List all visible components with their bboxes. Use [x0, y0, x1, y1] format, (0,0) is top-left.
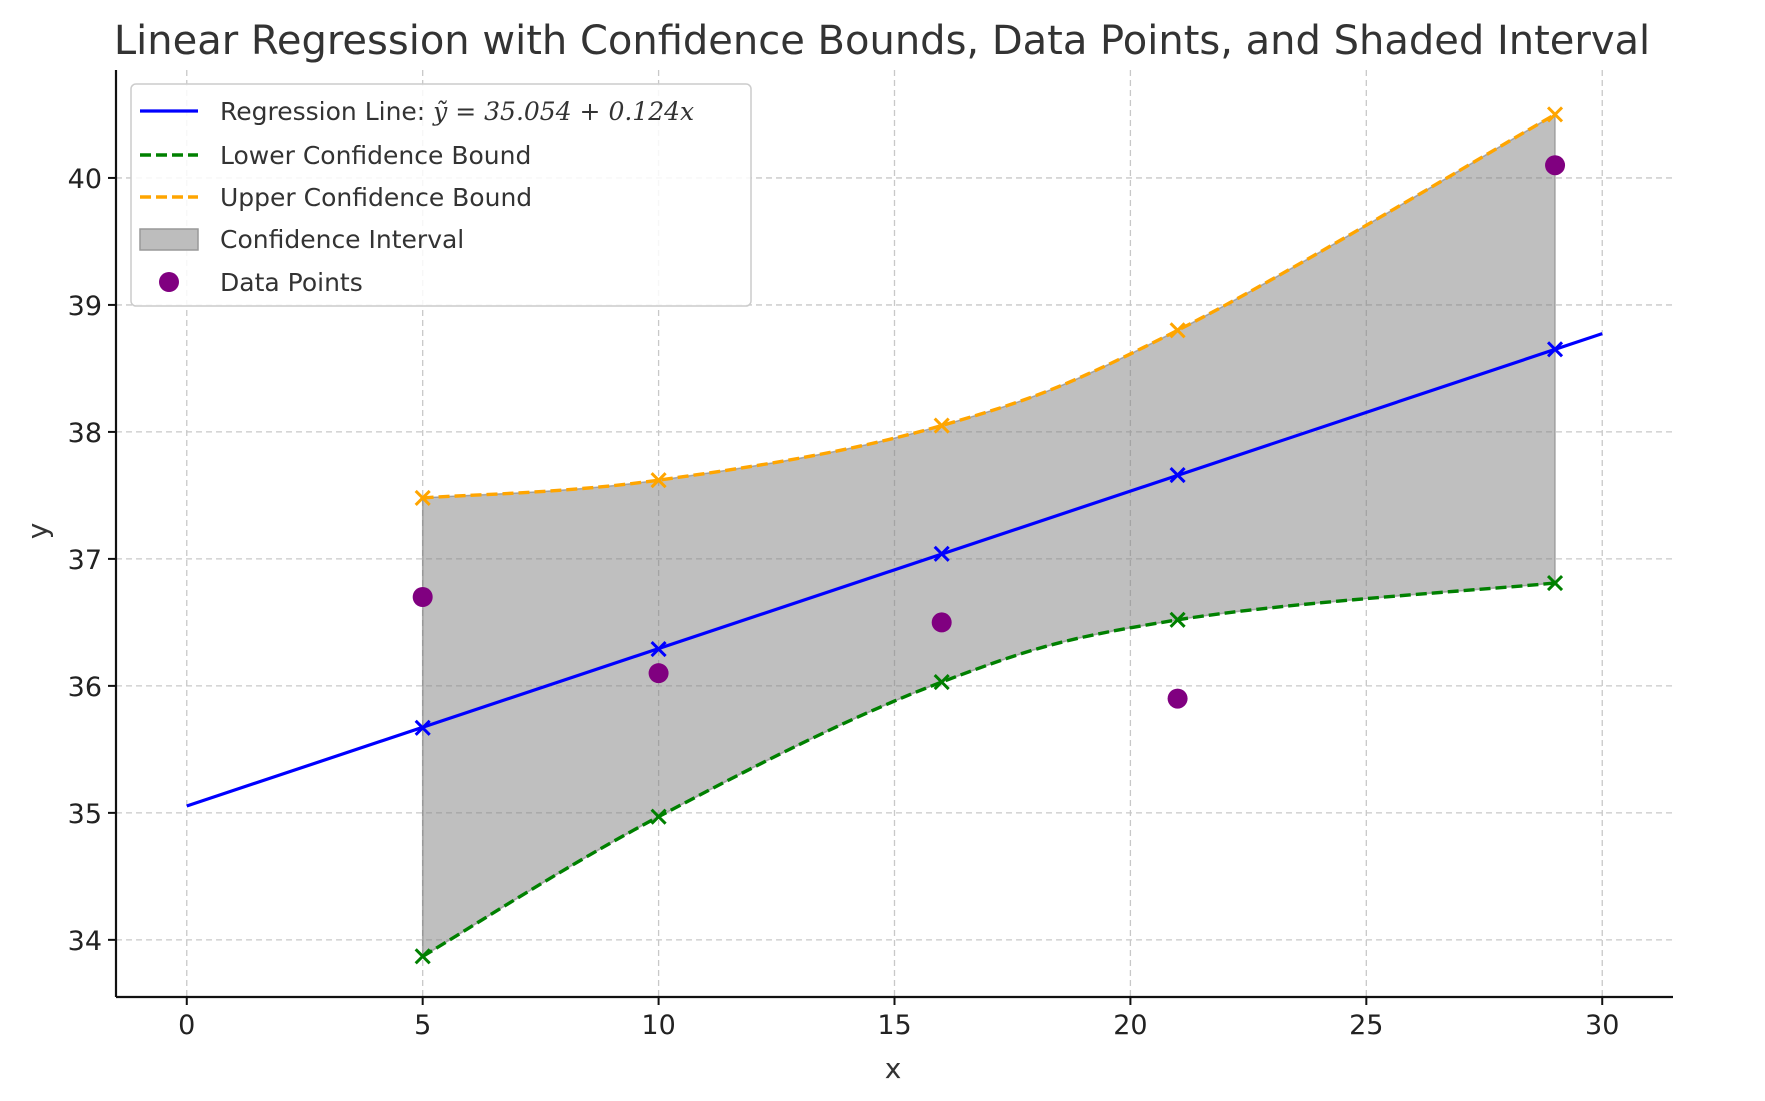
upper-bound-marker [1546, 106, 1564, 123]
upper-bound-marker [650, 472, 667, 489]
data-point [1545, 155, 1566, 176]
legend-box [130, 83, 752, 307]
upper-bound-marker [1169, 322, 1186, 339]
legend-swatch [159, 272, 179, 292]
legend-item: Upper Confidence Bound [140, 183, 532, 212]
lower-bound-marker [414, 948, 431, 965]
x-axis-label: x [885, 1052, 902, 1085]
y-tick-label: 39 [68, 291, 102, 322]
y-tick-label: 38 [68, 418, 102, 449]
regression-marker [650, 640, 667, 658]
regression-marker [414, 719, 431, 736]
y-tick-label: 37 [68, 545, 102, 576]
legend: Regression Line: ỹ = 35.054 + 0.124x Lowe… [130, 83, 752, 307]
x-tick-label: 10 [641, 1010, 675, 1041]
lower-bound-marker [933, 674, 950, 691]
regression-marker [933, 545, 950, 562]
y-axis-label: y [21, 523, 54, 540]
y-tick-label: 34 [68, 926, 102, 957]
data-point [1167, 688, 1188, 709]
x-tick-label: 30 [1585, 1010, 1619, 1041]
y-tick-label: 40 [68, 164, 102, 195]
upper-bound-marker [414, 489, 431, 507]
legend-label: Lower Confidence Bound [220, 141, 531, 170]
y-tick-label: 35 [68, 799, 102, 830]
legend-item: Data Points [159, 268, 363, 297]
legend-label: Confidence Interval [220, 225, 464, 254]
y-tick-label: 36 [68, 672, 102, 703]
lower-bound-line [421, 581, 1556, 958]
regression-marker [1169, 467, 1186, 484]
legend-label: Data Points [220, 268, 363, 297]
x-tick-label: 25 [1349, 1010, 1383, 1041]
regression-marker [1546, 341, 1564, 358]
lower-bound-marker [1169, 611, 1186, 628]
axes: 0 5 10 15 20 25 30 34 35 36 37 38 39 40 [68, 70, 1673, 1041]
chart-title: Linear Regression with Confidence Bounds… [114, 18, 1650, 64]
lower-bound-marker [650, 808, 667, 825]
x-tick-label: 15 [877, 1010, 911, 1041]
upper-bound-line [422, 112, 1556, 500]
legend-label: Regression Line: ỹ = 35.054 + 0.124x [220, 97, 694, 126]
data-point [412, 586, 433, 607]
data-point [648, 663, 669, 684]
legend-item: Lower Confidence Bound [140, 141, 531, 170]
lower-bound-marker [1546, 574, 1564, 592]
legend-swatch [139, 228, 199, 251]
x-tick-label: 5 [414, 1010, 431, 1041]
legend-label: Upper Confidence Bound [220, 183, 532, 212]
x-tick-label: 20 [1113, 1010, 1147, 1041]
data-point [931, 612, 952, 633]
x-tick-label: 0 [178, 1010, 195, 1041]
legend-item: Regression Line: ỹ = 35.054 + 0.124x [140, 97, 694, 126]
legend-item: Confidence Interval [139, 225, 464, 254]
series-markers [412, 106, 1566, 965]
upper-bound-marker [933, 417, 950, 434]
